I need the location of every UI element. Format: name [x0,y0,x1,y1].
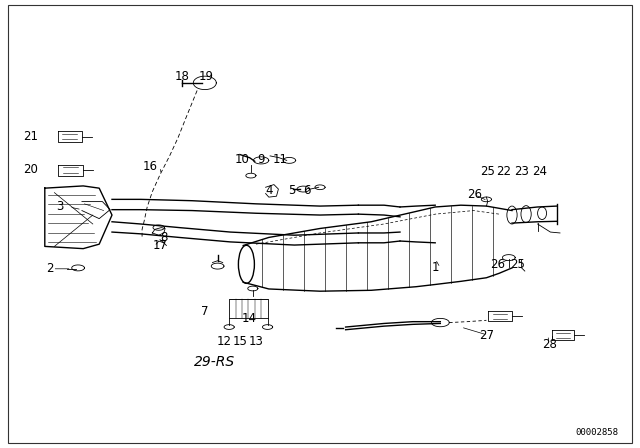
Text: 20: 20 [23,163,38,176]
Text: 2: 2 [46,262,54,276]
Text: 26: 26 [490,258,506,271]
Text: 5: 5 [288,184,296,197]
Text: 14: 14 [242,312,257,326]
Text: 13: 13 [248,335,264,348]
Text: 17: 17 [152,239,168,252]
Text: 15: 15 [232,335,248,348]
Text: 9: 9 [257,152,265,166]
Text: 26: 26 [467,188,483,202]
Text: 6: 6 [303,184,311,197]
Text: 18: 18 [175,69,190,83]
Text: 00002858: 00002858 [575,428,618,437]
Text: 7: 7 [201,305,209,319]
Text: 19: 19 [198,69,214,83]
Text: 10: 10 [234,152,250,166]
Text: 23: 23 [514,164,529,178]
Text: 16: 16 [143,160,158,173]
Text: 25: 25 [480,164,495,178]
Text: 22: 22 [496,164,511,178]
Text: 28: 28 [541,337,557,351]
Text: 3: 3 [56,200,64,214]
Text: 1: 1 [431,261,439,275]
Text: 8: 8 [160,231,168,244]
Text: 4: 4 [265,184,273,197]
Text: 27: 27 [479,328,494,342]
Text: 25: 25 [509,258,525,271]
Bar [229,299,268,318]
Text: 24: 24 [532,164,547,178]
Text: 21: 21 [23,130,38,143]
Text: 29-RS: 29-RS [194,355,235,369]
Text: 12: 12 [216,335,232,348]
Text: 11: 11 [273,152,288,166]
